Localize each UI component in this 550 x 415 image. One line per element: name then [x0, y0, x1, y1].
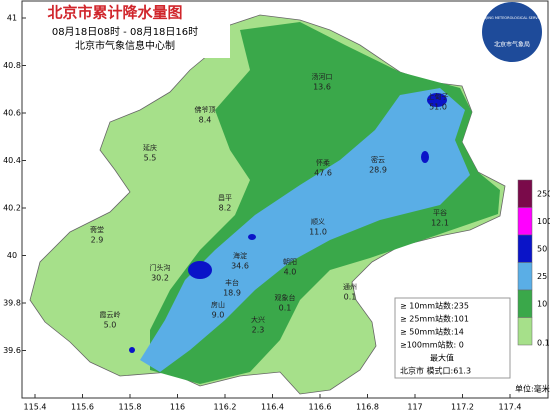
- stats-line: 最大值: [430, 353, 454, 363]
- lat-tick-label: 40.8: [3, 61, 21, 70]
- legend-swatch: [517, 207, 533, 236]
- legend-label: 250: [537, 189, 550, 198]
- title: 北京市累计降水量图: [47, 4, 182, 22]
- legend-swatch: [517, 234, 533, 263]
- station-value: 13.6: [313, 83, 331, 92]
- station-value: 0.1: [344, 293, 357, 302]
- station-value: 51.0: [429, 103, 447, 112]
- station-name: 大兴: [251, 315, 265, 324]
- station-name: 平谷: [433, 208, 447, 217]
- stats-line: ≥ 50mm站数:14: [400, 327, 464, 337]
- station-name: 门头沟: [150, 263, 171, 272]
- band-50mm: [129, 347, 135, 353]
- station-name: 通州: [343, 282, 357, 291]
- station-value: 28.9: [369, 166, 387, 175]
- header-box: [30, 2, 230, 58]
- station-value: 8.2: [219, 204, 232, 213]
- lat-tick-label: 40.4: [3, 156, 21, 165]
- legend-label: 25: [537, 272, 547, 281]
- legend-label: 0.1: [537, 339, 550, 348]
- station-value: 5.5: [144, 154, 157, 163]
- station-value: 12.1: [431, 219, 449, 228]
- producer: 北京市气象信息中心制: [75, 39, 175, 52]
- legend-swatch: [517, 289, 533, 318]
- band-50mm: [421, 151, 429, 163]
- station-value: 5.0: [104, 321, 117, 330]
- station-name: 怀柔: [316, 158, 330, 167]
- logo-english: BEIJING METEOROLOGICAL SERVICE: [481, 16, 544, 20]
- lat-tick-label: 39.8: [3, 299, 21, 308]
- legend-swatch: [517, 317, 533, 346]
- stats-line: 北京市 模式口:61.3: [400, 366, 471, 376]
- legend-label: 100: [537, 217, 550, 226]
- lat-tick-label: 40.2: [3, 204, 21, 213]
- lon-tick-label: 116.8: [356, 403, 379, 412]
- station-name: 上甸子: [428, 92, 449, 101]
- lon-tick-label: 117.4: [499, 403, 522, 412]
- station-name: 延庆: [143, 143, 157, 152]
- band-25mm: [140, 88, 470, 372]
- station-value: 30.2: [151, 274, 169, 283]
- station-value: 2.9: [91, 236, 104, 245]
- station-value: 8.4: [199, 116, 212, 125]
- lon-tick-label: 116.2: [214, 403, 237, 412]
- stats-box: [394, 297, 511, 379]
- lon-tick-label: 115.6: [71, 403, 94, 412]
- station-name: 佛爷顶: [195, 105, 216, 114]
- station-name: 汤河口: [312, 72, 333, 81]
- lon-tick-label: 117: [407, 403, 422, 412]
- lat-tick-label: 40.6: [3, 109, 21, 118]
- station-name: 霞云岭: [100, 310, 121, 319]
- legend-label: 50: [537, 244, 547, 253]
- station-value: 0.1: [279, 304, 292, 313]
- lon-tick-label: 117.2: [451, 403, 474, 412]
- lon-tick-label: 116: [170, 403, 185, 412]
- logo: [482, 2, 542, 62]
- station-value: 9.0: [212, 311, 225, 320]
- band-50mm: [248, 234, 256, 240]
- lon-tick-label: 115.4: [24, 403, 47, 412]
- lat-tick-label: 41: [7, 14, 17, 23]
- lon-tick-label: 116.4: [261, 403, 284, 412]
- stats-line: ≥ 25mm站数:101: [400, 314, 469, 324]
- station-value: 11.0: [309, 228, 327, 237]
- lon-tick-label: 116.6: [309, 403, 332, 412]
- station-name: 房山: [211, 300, 225, 309]
- station-value: 47.6: [314, 169, 332, 178]
- stats-line: ≥100mm站数: 0: [400, 340, 464, 350]
- station-name: 顺义: [311, 218, 325, 226]
- station-name: 昌平: [218, 194, 232, 202]
- region-shapes: [29, 14, 506, 395]
- legend-swatch: [517, 262, 533, 291]
- logo-name: 北京市气象局: [494, 41, 530, 49]
- legend-label: 10: [537, 299, 547, 308]
- stats-line: ≥ 10mm站数:235: [400, 301, 469, 311]
- time-range: 08月18日08时 - 08月18日16时: [52, 26, 198, 38]
- station-value: 4.0: [284, 268, 297, 277]
- station-name: 丰台: [225, 278, 239, 287]
- station-name: 密云: [371, 155, 385, 164]
- station-value: 2.3: [252, 326, 265, 335]
- legend-swatch: [517, 179, 533, 208]
- station-value: 34.6: [231, 262, 249, 271]
- station-value: 18.9: [223, 289, 241, 298]
- unit-label: 单位:毫米: [515, 384, 550, 394]
- station-name: 朝阳: [283, 257, 297, 266]
- lat-tick-label: 40: [7, 251, 17, 260]
- band-50mm: [188, 261, 212, 279]
- station-name: 斋堂: [90, 225, 104, 234]
- band-50mm: [427, 93, 447, 107]
- station-name: 观象台: [275, 293, 296, 302]
- station-name: 海淀: [233, 251, 247, 260]
- lat-tick-label: 39.6: [3, 346, 21, 355]
- lon-tick-label: 115.8: [119, 403, 142, 412]
